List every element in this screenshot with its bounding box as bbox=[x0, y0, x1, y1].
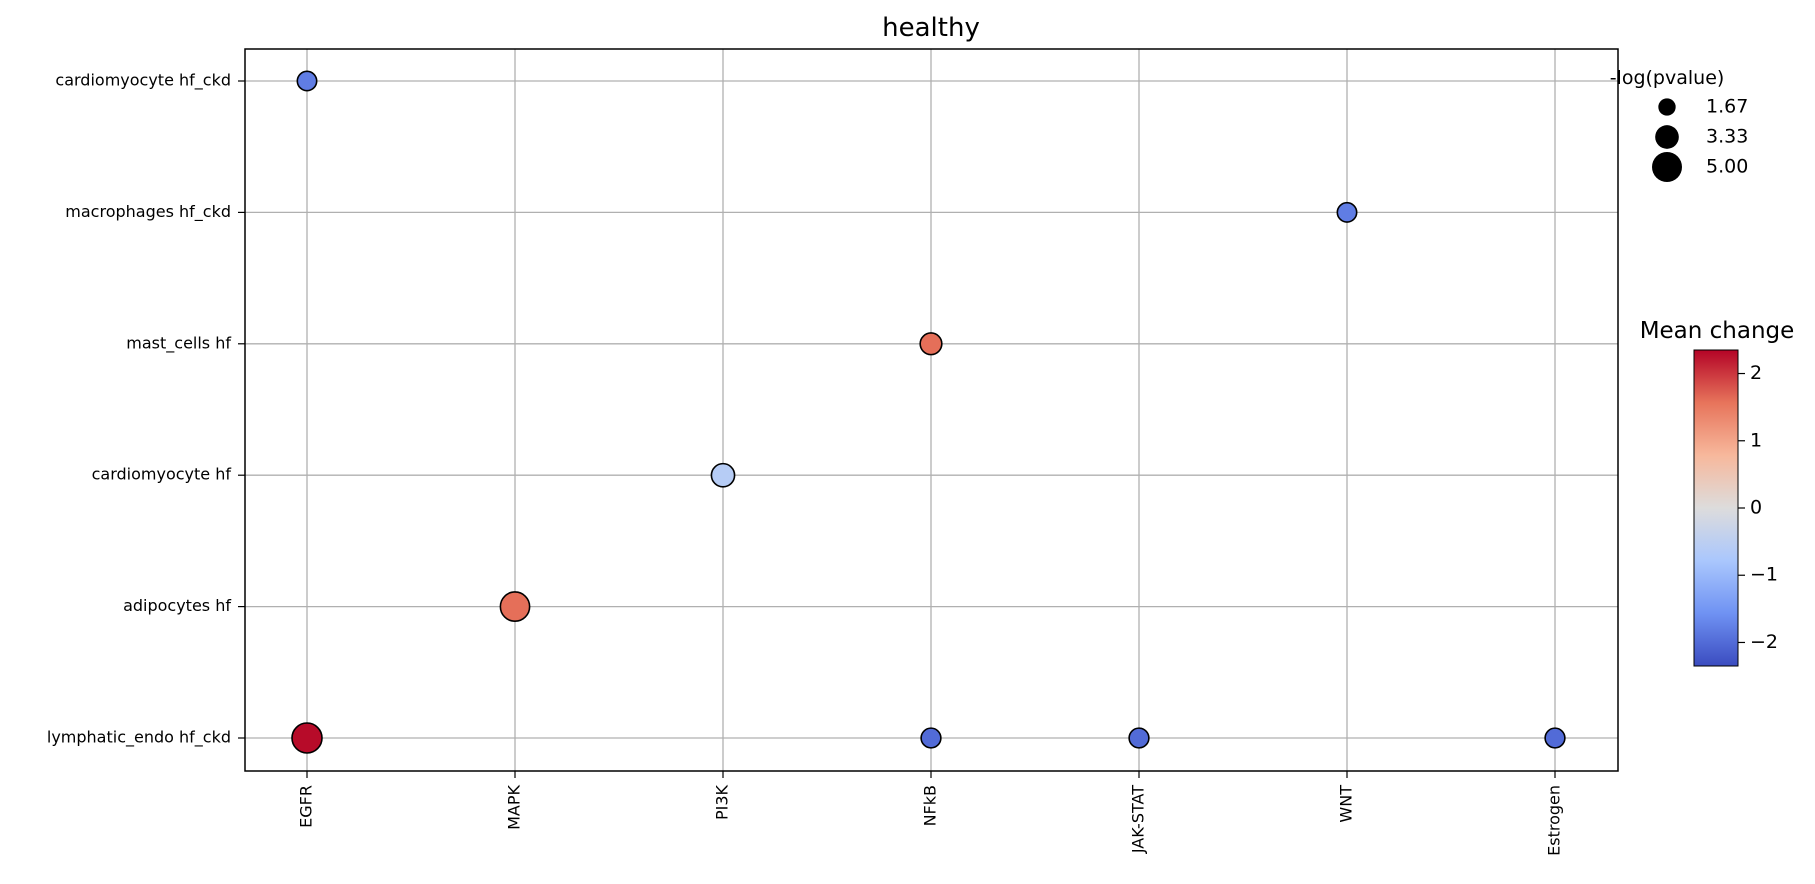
size-legend-label: 5.00 bbox=[1706, 156, 1748, 178]
y-tick-label: cardiomyocyte hf bbox=[92, 465, 232, 484]
colorbar-title: Mean change bbox=[1640, 318, 1795, 344]
x-tick-label: EGFR bbox=[297, 785, 316, 828]
data-point bbox=[291, 722, 323, 754]
x-axis-ticks: EGFR MAPK PI3K NFkB JAK-STAT WNT Estrogen bbox=[297, 771, 1564, 856]
colorbar-tick-label: 0 bbox=[1750, 497, 1762, 519]
data-point bbox=[1544, 727, 1566, 749]
x-tick-label: MAPK bbox=[505, 784, 524, 829]
colorbar-tick-label: −2 bbox=[1750, 631, 1778, 653]
colorbar-tick-label: 2 bbox=[1750, 362, 1762, 384]
size-legend-label: 3.33 bbox=[1706, 126, 1748, 148]
size-legend-title: -log(pvalue) bbox=[1610, 67, 1725, 89]
data-point bbox=[710, 462, 736, 488]
y-tick-label: lymphatic_endo hf_ckd bbox=[47, 728, 231, 748]
size-legend-marker bbox=[1658, 98, 1676, 116]
data-point bbox=[919, 332, 943, 356]
y-axis-ticks: cardiomyocyte hf_ckd macrophages hf_ckdma… bbox=[47, 71, 245, 748]
size-legend-marker bbox=[1652, 152, 1682, 182]
x-tick-label: NFkB bbox=[921, 785, 940, 826]
data-point bbox=[296, 70, 318, 92]
y-tick-label: adipocytes hf bbox=[123, 596, 231, 615]
size-legend-label: 1.67 bbox=[1706, 96, 1748, 118]
data-point bbox=[1128, 727, 1150, 749]
x-tick-label: Estrogen bbox=[1545, 785, 1564, 856]
data-point bbox=[920, 727, 942, 749]
data-point bbox=[1336, 201, 1358, 223]
y-tick-label: macrophages hf_ckd bbox=[65, 202, 231, 222]
x-tick-label: JAK-STAT bbox=[1129, 785, 1148, 854]
colorbar: Mean change 2 1 0 −1 −2 bbox=[1640, 318, 1795, 667]
size-legend-marker bbox=[1655, 125, 1679, 149]
grid-lines bbox=[245, 49, 1618, 771]
size-legend: -log(pvalue) 1.67 3.33 5.00 bbox=[1610, 67, 1748, 182]
x-tick-label: WNT bbox=[1337, 785, 1356, 823]
colorbar-tick-label: 1 bbox=[1750, 429, 1762, 451]
data-points bbox=[291, 70, 1566, 754]
y-tick-label: cardiomyocyte hf_ckd bbox=[55, 71, 231, 91]
y-tick-label: mast_cells hf bbox=[126, 333, 231, 353]
data-point bbox=[499, 591, 531, 623]
colorbar-tick-label: −1 bbox=[1750, 564, 1778, 586]
x-tick-label: PI3K bbox=[713, 785, 732, 821]
chart-title: healthy bbox=[882, 13, 980, 43]
colorbar-gradient bbox=[1693, 349, 1739, 667]
